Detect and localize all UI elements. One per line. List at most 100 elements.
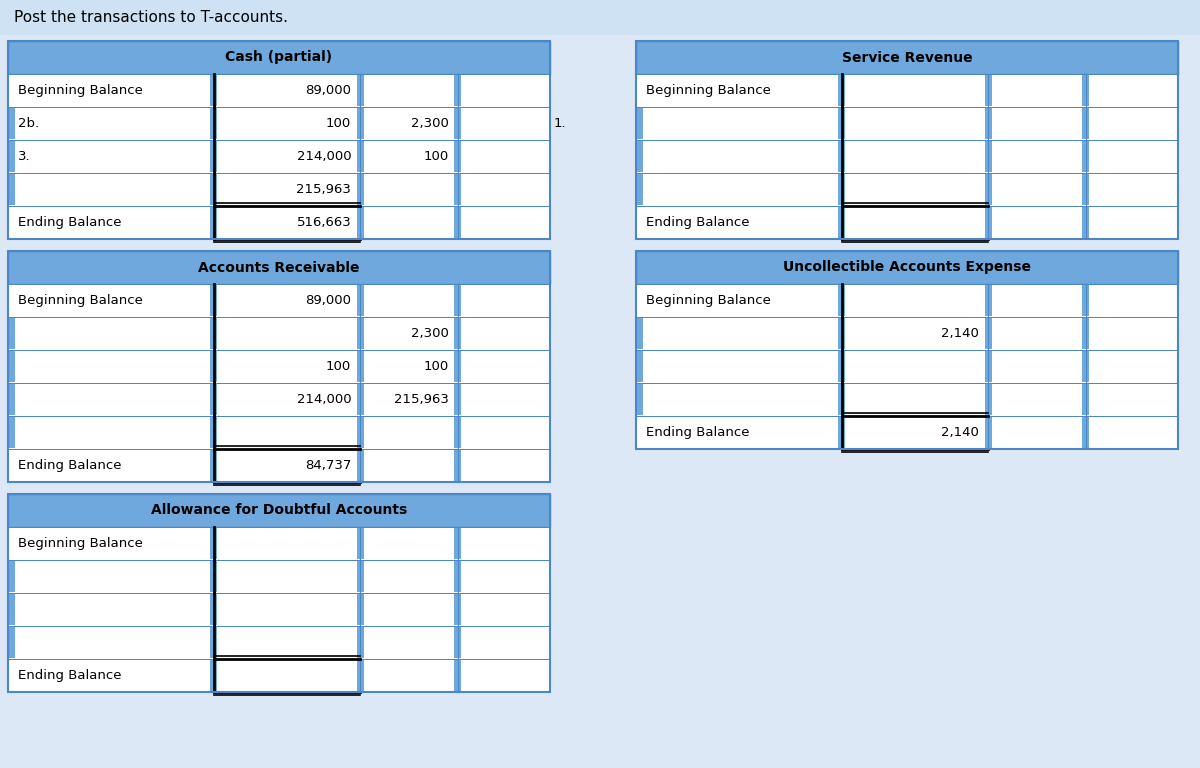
Bar [356,207,364,238]
Text: Service Revenue: Service Revenue [841,51,972,65]
Bar [455,174,461,205]
Bar [636,174,643,205]
Bar [210,318,217,349]
Bar [8,527,550,560]
Text: 100: 100 [326,117,352,130]
Bar [8,318,14,349]
Bar [8,251,550,482]
Bar [8,560,550,593]
Bar [1082,174,1090,205]
Bar [8,41,550,239]
Bar [8,107,550,140]
Bar [1082,108,1090,139]
Bar [985,108,991,139]
Text: 3.: 3. [18,150,31,163]
Bar [839,141,846,172]
Bar [636,140,1178,173]
Bar [8,626,550,659]
Bar [636,206,1178,239]
Bar [8,41,550,74]
Bar [356,417,364,448]
Bar [8,350,550,383]
Bar [985,141,991,172]
Bar [356,141,364,172]
Text: 2b.: 2b. [18,117,40,130]
Bar [839,351,846,382]
Bar [210,627,217,658]
Bar [839,417,846,448]
Text: 215,963: 215,963 [296,183,352,196]
Text: Ending Balance: Ending Balance [18,216,121,229]
Text: Post the transactions to T-accounts.: Post the transactions to T-accounts. [14,10,288,25]
Bar [356,561,364,592]
Bar [455,528,461,559]
Bar [985,174,991,205]
Bar [356,594,364,625]
Bar [985,285,991,316]
Bar [636,284,1178,317]
Bar [8,173,550,206]
Bar [8,141,14,172]
Bar [210,285,217,316]
Bar [636,384,643,415]
Bar [210,207,217,238]
Text: Beginning Balance: Beginning Balance [18,294,143,307]
Bar [985,384,991,415]
Text: Beginning Balance: Beginning Balance [646,84,770,97]
Bar [8,284,550,317]
Bar [8,561,14,592]
Text: Allowance for Doubtful Accounts: Allowance for Doubtful Accounts [151,504,407,518]
Bar [839,207,846,238]
Bar [636,74,1178,107]
Bar [210,174,217,205]
Text: 516,663: 516,663 [296,216,352,229]
Text: Ending Balance: Ending Balance [18,669,121,682]
Bar [636,317,1178,350]
Text: 84,737: 84,737 [305,459,352,472]
Bar [1082,75,1090,106]
Bar [636,108,643,139]
Bar [1082,384,1090,415]
Bar [455,75,461,106]
Bar [455,285,461,316]
Bar [8,417,14,448]
Bar [8,251,550,284]
Bar [455,318,461,349]
Bar [210,450,217,481]
Bar [356,384,364,415]
Bar [839,174,846,205]
Text: 215,963: 215,963 [394,393,449,406]
Bar [636,318,643,349]
Bar [8,594,14,625]
Bar [839,285,846,316]
Bar [356,660,364,691]
Bar [356,450,364,481]
Bar [455,561,461,592]
Bar [8,627,14,658]
Text: Ending Balance: Ending Balance [646,216,750,229]
Bar [455,384,461,415]
Bar [985,351,991,382]
Bar [356,285,364,316]
Bar [8,74,550,107]
Bar [455,627,461,658]
Text: 100: 100 [326,360,352,373]
Bar [356,351,364,382]
Bar [636,41,1178,239]
Bar [8,351,14,382]
Bar [839,384,846,415]
Text: 2,140: 2,140 [942,327,979,340]
Text: Accounts Receivable: Accounts Receivable [198,260,360,274]
Bar [455,351,461,382]
Bar [210,660,217,691]
Bar [8,416,550,449]
Bar [455,207,461,238]
Bar [210,75,217,106]
Bar [8,659,550,692]
Bar [210,561,217,592]
Bar [8,174,14,205]
Bar [985,75,991,106]
Bar [455,594,461,625]
Bar [455,660,461,691]
Bar [8,206,550,239]
